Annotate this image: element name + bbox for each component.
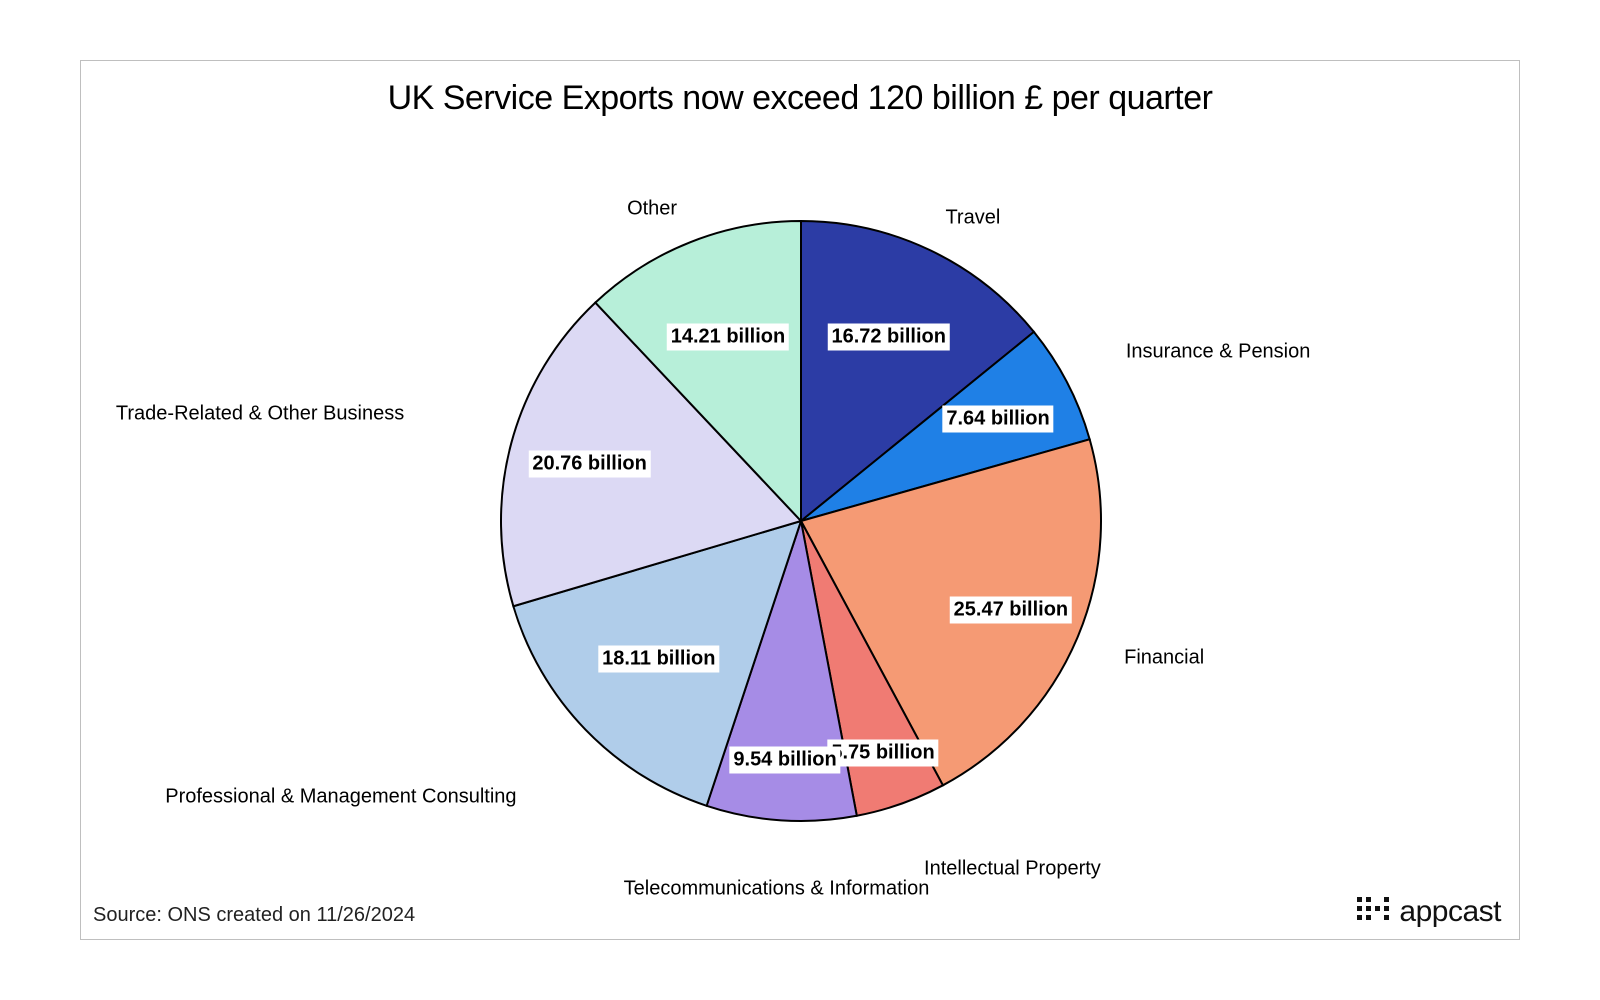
- slice-value: 7.64 billion: [942, 405, 1053, 432]
- chart-frame: UK Service Exports now exceed 120 billio…: [80, 60, 1520, 940]
- pie-chart: 16.72 billion Travel 7.64 billion Insurance…: [81, 151, 1519, 889]
- slice-label: Other: [627, 197, 677, 220]
- slice-label: Professional & Management Consulting: [165, 785, 516, 808]
- slice-label: Insurance & Pension: [1126, 341, 1311, 364]
- slice-value: 18.11 billion: [598, 645, 719, 672]
- slice-label: Trade-Related & Other Business: [116, 402, 404, 425]
- slice-value: 5.75 billion: [827, 739, 938, 766]
- brand-logo: appcast: [1357, 895, 1501, 929]
- pie-svg: [81, 151, 1519, 889]
- slice-label: Travel: [945, 206, 1000, 229]
- slice-value: 16.72 billion: [827, 323, 949, 350]
- slice-value: 9.54 billion: [729, 747, 840, 774]
- slice-value: 14.21 billion: [667, 323, 789, 350]
- slice-label: Financial: [1124, 647, 1204, 670]
- logo-mark-icon: [1357, 897, 1391, 927]
- slice-value: 25.47 billion: [950, 597, 1072, 624]
- chart-title: UK Service Exports now exceed 120 billio…: [81, 79, 1519, 118]
- logo-text: appcast: [1399, 895, 1501, 929]
- slice-label: Telecommunications & Information: [624, 878, 930, 901]
- slice-label: Intellectual Property: [924, 857, 1101, 880]
- source-text: Source: ONS created on 11/26/2024: [93, 904, 415, 927]
- slice-value: 20.76 billion: [528, 450, 650, 477]
